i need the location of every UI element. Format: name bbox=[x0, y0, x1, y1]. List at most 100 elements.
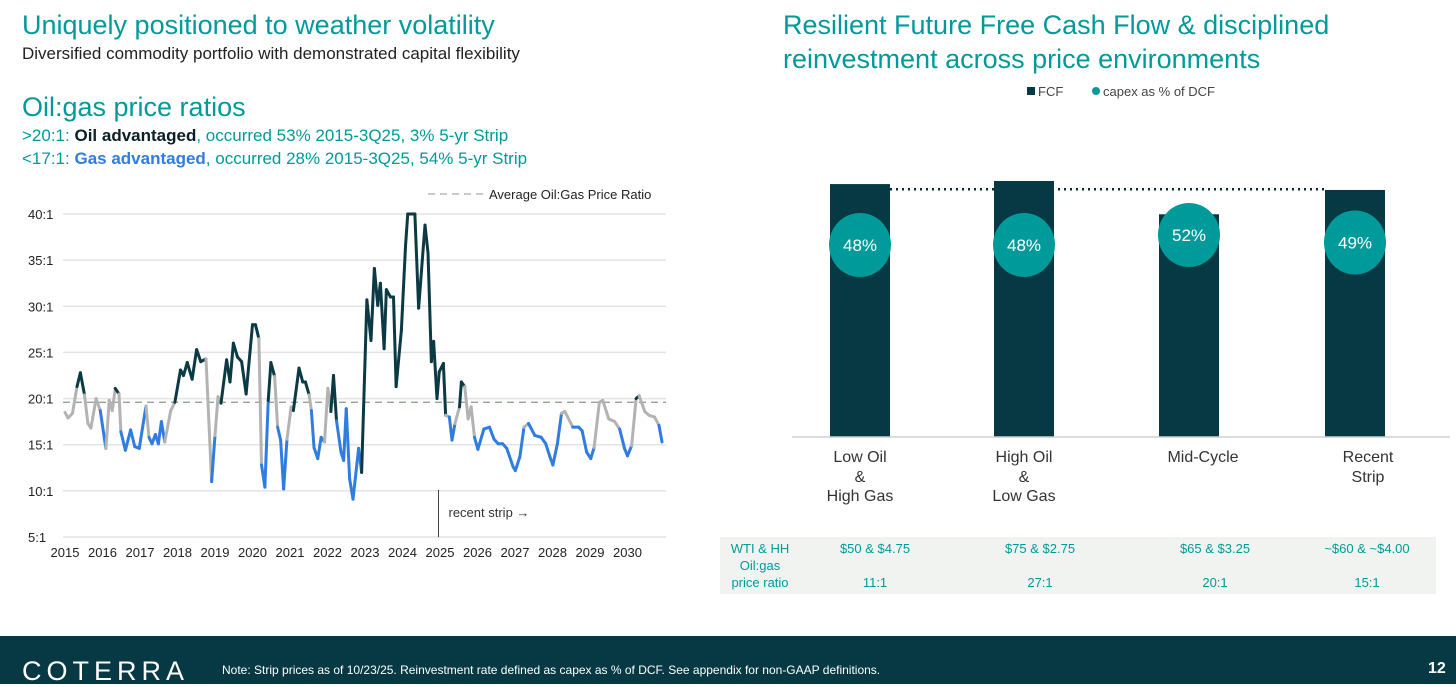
neutral-segment bbox=[144, 404, 151, 439]
oil-advantaged-label: Oil advantaged bbox=[74, 126, 197, 145]
gas-advantaged-segment bbox=[123, 428, 133, 452]
neutral-segment bbox=[653, 415, 661, 427]
neutral-segment bbox=[71, 385, 79, 415]
gas-advantaged-segment bbox=[335, 419, 343, 454]
footer-note: Note: Strip prices as of 10/23/25. Reinv… bbox=[222, 663, 881, 677]
capex-bubble bbox=[1324, 210, 1386, 275]
legend-label: Average Oil:Gas Price Ratio bbox=[489, 187, 651, 202]
section-title: Oil:gas price ratios bbox=[22, 92, 246, 122]
recent-strip-label: recent strip → bbox=[449, 505, 530, 520]
gas-advantaged-segment bbox=[518, 425, 526, 459]
oil-advantaged-segment bbox=[394, 328, 403, 389]
row-label-wti-hh: WTI & HH bbox=[730, 541, 790, 556]
x-tick-label: 2020 bbox=[238, 545, 267, 560]
gas-advantaged-line: <17:1: Gas advantaged, occurred 28% 2015… bbox=[22, 149, 527, 169]
gas-advantaged-segment bbox=[505, 446, 515, 469]
gas-prefix: <17:1: bbox=[22, 149, 75, 168]
gas-advantaged-segment bbox=[657, 423, 664, 444]
oil-gas-ratio-chart: 40:1 35:1 30:1 25:1 20:1 15:1 10:1 5:1 2015 2016 2… bbox=[28, 187, 666, 560]
gas-advantaged-segment bbox=[618, 427, 626, 450]
fcf-bar-chart: FCF capex as % of DCF 48% 48% 52% 49% bbox=[792, 84, 1450, 438]
neutral-segment bbox=[563, 409, 575, 429]
x-tick-label: 2019 bbox=[201, 545, 230, 560]
oil-advantaged-segment bbox=[254, 323, 261, 341]
oil-advantaged-segment bbox=[404, 212, 410, 248]
neutral-segment bbox=[601, 398, 611, 421]
legend-fcf-swatch-icon bbox=[1027, 87, 1035, 95]
y-tick-label: 35:1 bbox=[28, 253, 53, 268]
ratio-cell: 11:1 bbox=[862, 575, 888, 590]
x-tick-label: 2018 bbox=[163, 545, 192, 560]
category-line: High Gas bbox=[826, 488, 894, 505]
x-tick-label: 2024 bbox=[388, 545, 417, 560]
x-tick-label: 2027 bbox=[501, 545, 530, 560]
oil-advantaged-segment bbox=[399, 244, 407, 332]
oil-advantaged-segment bbox=[369, 266, 376, 342]
oil-advantaged-line: >20:1: Oil advantaged, occurred 53% 2015… bbox=[22, 126, 508, 146]
x-tick-label: 2023 bbox=[351, 545, 380, 560]
oil-advantaged-segment bbox=[413, 212, 421, 310]
gas-advantaged-segment bbox=[309, 409, 316, 449]
capex-bubble bbox=[993, 213, 1055, 277]
gas-advantaged-segment bbox=[476, 427, 486, 451]
oil-advantaged-segment bbox=[458, 380, 463, 409]
charts-canvas: 40:1 35:1 30:1 25:1 20:1 15:1 10:1 5:1 2015 2016 2… bbox=[28, 84, 1450, 560]
ratio-cell: 20:1 bbox=[1202, 575, 1228, 590]
x-tick-label: 2021 bbox=[276, 545, 305, 560]
category-high-oil-low-gas: High Oil & Low Gas bbox=[954, 448, 1094, 507]
gas-advantaged-segment bbox=[488, 425, 496, 441]
gas-advantaged-segment bbox=[450, 421, 457, 442]
right-title-line-2: reinvestment across price environments bbox=[783, 44, 1261, 74]
ratio-cell: 15:1 bbox=[1354, 575, 1380, 590]
category-line: Strip bbox=[1351, 468, 1385, 486]
gas-advantaged-segment bbox=[263, 398, 270, 489]
capex-bubble bbox=[1158, 203, 1220, 267]
category-line: Low Gas bbox=[992, 488, 1056, 505]
x-tick-label: 2015 bbox=[51, 545, 80, 560]
neutral-segment bbox=[89, 397, 98, 430]
neutral-segment bbox=[163, 409, 173, 444]
oil-advantaged-segment bbox=[291, 366, 301, 413]
x-tick-label: 2022 bbox=[313, 545, 342, 560]
x-tick-label: 2029 bbox=[576, 545, 605, 560]
legend-capex-label: capex as % of DCF bbox=[1103, 84, 1215, 99]
neutral-segment bbox=[323, 386, 330, 444]
capex-bubble-label: 48% bbox=[1007, 236, 1041, 255]
capex-bubble-label: 49% bbox=[1338, 234, 1372, 253]
gas-advantaged-segment bbox=[513, 455, 522, 473]
price-cell: $50 & $4.75 bbox=[839, 541, 911, 556]
neutral-segment bbox=[307, 393, 313, 413]
gas-advantaged-segment bbox=[344, 407, 352, 481]
neutral-segment bbox=[204, 357, 214, 484]
category-line: & bbox=[854, 468, 866, 486]
page-number: 12 bbox=[1428, 660, 1446, 677]
neutral-segment bbox=[94, 397, 102, 413]
gas-advantaged-segment bbox=[589, 445, 596, 461]
neutral-segment bbox=[469, 405, 476, 439]
y-tick-label: 30:1 bbox=[28, 299, 53, 314]
neutral-segment bbox=[453, 405, 461, 425]
x-tick-label: 2016 bbox=[88, 545, 117, 560]
category-line: Low Oil bbox=[833, 449, 887, 466]
legend-fcf-label: FCF bbox=[1038, 84, 1063, 99]
gas-advantaged-label: Gas advantaged bbox=[74, 149, 206, 168]
row-label-oil-gas: Oil:gas bbox=[739, 558, 781, 573]
category-recent-strip: Recent Strip bbox=[1298, 448, 1438, 487]
gas-advantaged-segment bbox=[527, 421, 537, 437]
y-tick-label: 25:1 bbox=[28, 345, 53, 360]
capex-bubble-label: 52% bbox=[1172, 226, 1206, 245]
oil-advantaged-segment bbox=[266, 361, 273, 402]
y-tick-label: 5:1 bbox=[28, 530, 46, 545]
oil-advantaged-segment bbox=[332, 374, 338, 423]
left-title: Uniquely positioned to weather volatilit… bbox=[22, 10, 495, 40]
x-tick-label: 2025 bbox=[426, 545, 455, 560]
gas-advantaged-segment bbox=[210, 433, 217, 484]
oil-advantaged-segment bbox=[228, 341, 235, 384]
row-label-price-ratio: price ratio bbox=[731, 575, 789, 590]
oil-advantaged-segment bbox=[244, 323, 254, 396]
capex-bubble-label: 48% bbox=[843, 236, 877, 255]
x-tick-label: 2030 bbox=[613, 545, 642, 560]
oil-advantaged-segment bbox=[173, 368, 182, 404]
price-cell: ~$60 & ~$4.00 bbox=[1324, 541, 1410, 556]
oil-advantaged-segment bbox=[423, 223, 430, 255]
